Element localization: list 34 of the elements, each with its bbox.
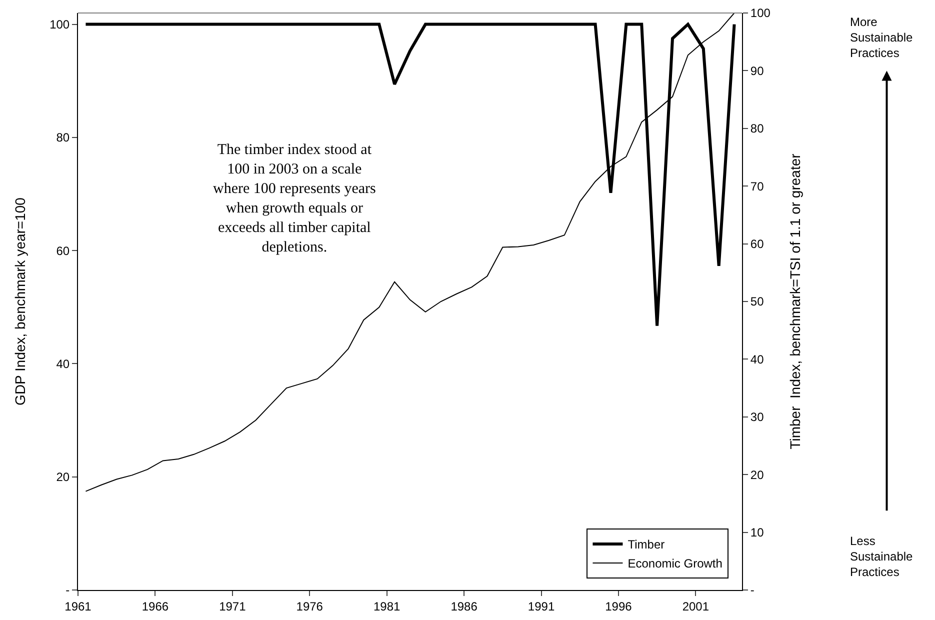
x-tick-label: 1976	[296, 599, 324, 614]
annotation: The timber index stood at 100 in 2003 on a scale where 100 represents years when growth equals or exceeds all timber capital depletions.	[213, 142, 376, 256]
y2-tick-label: 50	[750, 294, 764, 309]
x-tick-label: 1971	[219, 599, 246, 614]
y-axis-title: GDP Index, benchmark year=100	[12, 197, 28, 406]
y2-tick-label: 80	[750, 122, 764, 136]
legend-label: Timber	[628, 538, 665, 552]
y2-axis-title: Timber Index, benchmark=TSI of 1.1 or greater	[787, 153, 804, 450]
y-tick-label: -	[66, 583, 70, 598]
y2-tick-label: 40	[750, 352, 764, 366]
y-tick-label: 60	[56, 244, 70, 258]
text: Less Sustainable Practices	[850, 534, 914, 580]
x-tick-label: 1961	[64, 599, 92, 614]
y-tick-label: 40	[56, 356, 70, 371]
y2-tick-label: 30	[750, 410, 764, 424]
x-tick-label: 1986	[450, 599, 478, 614]
x-tick-label: 1996	[605, 599, 632, 614]
y2-tick-label: 90	[750, 64, 764, 78]
y2-tick-label: 70	[750, 179, 764, 194]
x-tick-label: 1966	[142, 599, 169, 614]
y2-tick-label: 100	[750, 6, 771, 20]
legend-label: Economic Growth	[628, 556, 722, 571]
x-tick-label: 2001	[682, 599, 710, 614]
x-tick-label: 1991	[528, 599, 555, 614]
y-tick-label: 20	[56, 470, 70, 484]
y-tick-label: 80	[56, 130, 70, 145]
y2-tick-label: 20	[750, 468, 764, 482]
line-series	[85, 13, 735, 492]
x-tick-label: 1981	[373, 599, 401, 614]
y2-tick-label: -	[750, 583, 754, 598]
text: More Sustainable Practices	[850, 15, 914, 60]
y2-tick-label: 10	[750, 526, 764, 540]
y2-tick-label: 60	[750, 237, 764, 251]
y-tick-label: 100	[50, 18, 70, 32]
